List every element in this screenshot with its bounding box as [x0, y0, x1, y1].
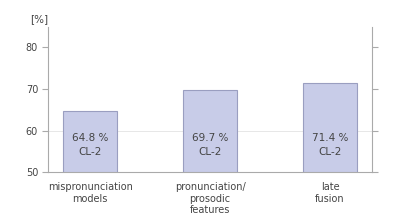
Bar: [183, 90, 237, 172]
Text: 71.4 %
CL-2: 71.4 % CL-2: [312, 133, 348, 157]
Bar: [63, 111, 117, 172]
Text: [%]: [%]: [30, 14, 48, 25]
Text: 69.7 %
CL-2: 69.7 % CL-2: [192, 133, 228, 157]
Bar: [303, 83, 357, 172]
Text: 64.8 %
CL-2: 64.8 % CL-2: [72, 133, 108, 157]
